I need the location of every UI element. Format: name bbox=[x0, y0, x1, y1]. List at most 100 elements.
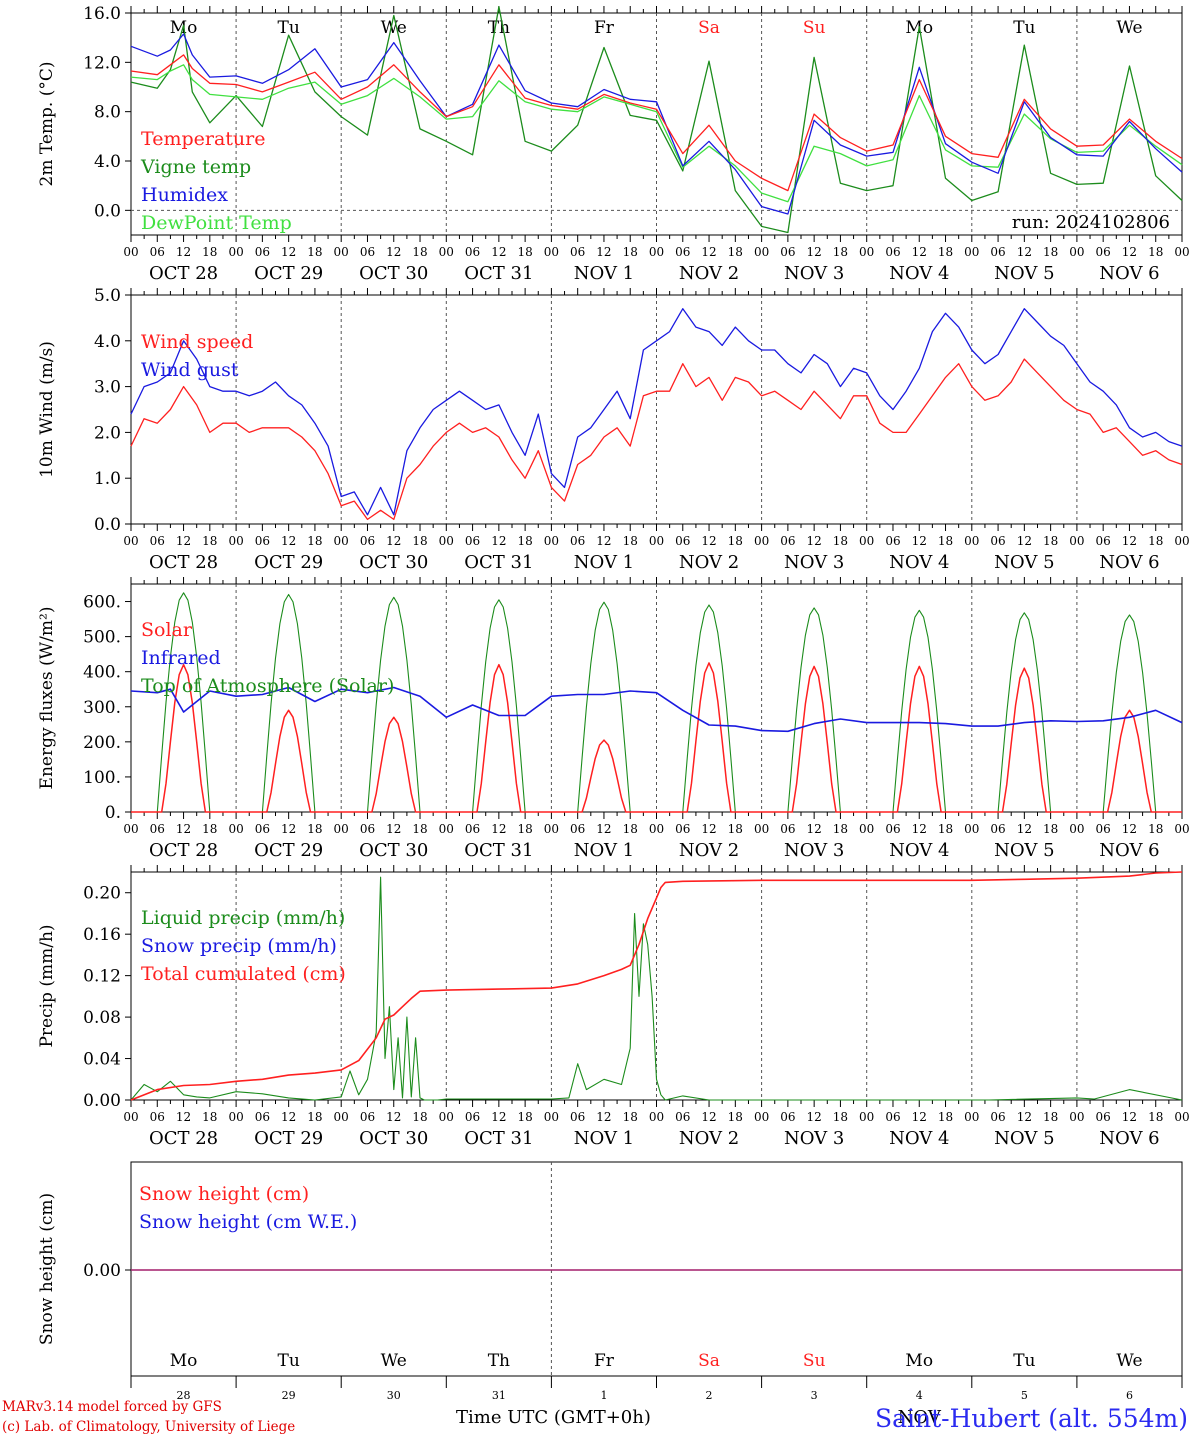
hour-label: 00 bbox=[334, 245, 349, 259]
hour-label: 06 bbox=[255, 822, 270, 836]
weekday-label-bottom: Su bbox=[803, 1351, 826, 1371]
date-label: NOV 3 bbox=[784, 263, 844, 284]
hour-label: 00 bbox=[964, 534, 979, 548]
date-label: NOV 2 bbox=[679, 263, 739, 284]
hour-label: 18 bbox=[307, 534, 322, 548]
hour-label: 18 bbox=[623, 534, 638, 548]
hour-label: 00 bbox=[649, 245, 664, 259]
hour-label: 00 bbox=[439, 1110, 454, 1124]
date-label: NOV 4 bbox=[889, 1128, 949, 1149]
hour-label: 06 bbox=[675, 245, 690, 259]
bottom-day-number: 30 bbox=[387, 1389, 401, 1402]
hour-label: 06 bbox=[885, 1110, 900, 1124]
hour-label: 18 bbox=[833, 1110, 848, 1124]
weekday-label: We bbox=[1116, 18, 1142, 38]
y-axis-4: 0.20 0.16 0.12 0.08 0.04 0.00 Precip (mm/h) bbox=[37, 884, 131, 1111]
hour-label: 18 bbox=[412, 1110, 427, 1124]
hour-label: 00 bbox=[1174, 245, 1189, 259]
weekday-label: Fr bbox=[594, 18, 615, 38]
hour-label: 06 bbox=[570, 245, 585, 259]
y-tick-label: 200. bbox=[83, 733, 121, 753]
y-tick-label: 0.16 bbox=[83, 925, 121, 945]
hour-label: 18 bbox=[623, 245, 638, 259]
series-line-wind-gust bbox=[130, 308, 1183, 516]
hour-label: 00 bbox=[859, 1110, 874, 1124]
date-label: NOV 6 bbox=[1099, 840, 1159, 861]
series-line-vigne-temp bbox=[130, 6, 1183, 234]
date-label: NOV 5 bbox=[994, 263, 1054, 284]
series-line-toa-solar bbox=[131, 592, 1182, 813]
legend-entry: Snow height (cm) bbox=[139, 1183, 309, 1205]
hour-label: 00 bbox=[228, 1110, 243, 1124]
y-tick-label: 0.00 bbox=[83, 1261, 121, 1281]
date-label: OCT 29 bbox=[254, 263, 323, 284]
hour-label: 00 bbox=[228, 245, 243, 259]
bottom-day-number: 1 bbox=[600, 1389, 607, 1402]
date-label: OCT 28 bbox=[149, 552, 218, 573]
hour-label: 06 bbox=[990, 822, 1005, 836]
hour-label: 12 bbox=[176, 1110, 191, 1124]
hour-label: 18 bbox=[728, 245, 743, 259]
hour-label: 18 bbox=[938, 245, 953, 259]
hour-label: 06 bbox=[780, 245, 795, 259]
y-axis-1: 16.0 12.0 8.0 4.0 0.0 2m Temp. (°C) bbox=[37, 4, 131, 221]
hour-label: 00 bbox=[544, 1110, 559, 1124]
hour-label: 06 bbox=[885, 534, 900, 548]
hour-label: 12 bbox=[912, 822, 927, 836]
hour-label: 00 bbox=[649, 1110, 664, 1124]
hour-label: 18 bbox=[307, 1110, 322, 1124]
hour-label: 12 bbox=[807, 534, 822, 548]
hour-label: 00 bbox=[123, 822, 138, 836]
hour-label: 06 bbox=[360, 534, 375, 548]
station-name: Saint-Hubert (alt. 554m) bbox=[874, 1404, 1188, 1433]
hour-label: 12 bbox=[386, 822, 401, 836]
date-label: NOV 3 bbox=[784, 840, 844, 861]
date-label: OCT 28 bbox=[149, 263, 218, 284]
panel-3: 00 06 12 18 00 06 12 18 00 06 12 18 00 06 12 18 00 06 12 18… bbox=[123, 577, 1190, 861]
weekday-label-bottom: Fr bbox=[594, 1351, 615, 1371]
panel-4: 00 06 12 18 00 06 12 18 00 06 12 18 00 06 12 18 00 06 12 18… bbox=[123, 865, 1190, 1149]
series-line-wind-speed bbox=[130, 358, 1183, 521]
hour-label: 00 bbox=[859, 534, 874, 548]
date-label: NOV 5 bbox=[994, 552, 1054, 573]
bottom-day-number: 28 bbox=[177, 1389, 191, 1402]
run-annotation: run: 2024102806 bbox=[1012, 212, 1170, 233]
date-label: OCT 30 bbox=[359, 552, 428, 573]
hour-label: 00 bbox=[439, 245, 454, 259]
hour-label: 06 bbox=[675, 1110, 690, 1124]
y-tick-label: 2.0 bbox=[94, 423, 121, 443]
weekday-label-bottom: Tu bbox=[1013, 1351, 1035, 1371]
hour-label: 18 bbox=[307, 245, 322, 259]
hour-label: 06 bbox=[990, 245, 1005, 259]
hour-label: 12 bbox=[912, 534, 927, 548]
hour-label: 12 bbox=[386, 1110, 401, 1124]
bottom-day-number: 3 bbox=[811, 1389, 818, 1402]
series-line-infrared bbox=[130, 686, 1183, 733]
hour-label: 12 bbox=[912, 1110, 927, 1124]
hour-label: 18 bbox=[202, 1110, 217, 1124]
weekday-label-bottom: We bbox=[381, 1351, 407, 1371]
bottom-day-number: 4 bbox=[916, 1389, 923, 1402]
y-axis-label: Snow height (cm) bbox=[37, 1193, 57, 1345]
y-axis-label: 2m Temp. (°C) bbox=[37, 61, 57, 186]
hour-label: 06 bbox=[465, 1110, 480, 1124]
hour-label: 12 bbox=[701, 1110, 716, 1124]
legend-entry: Liquid precip (mm/h) bbox=[141, 907, 345, 929]
weekday-label: Su bbox=[803, 18, 826, 38]
hour-label: 18 bbox=[1148, 1110, 1163, 1124]
y-tick-label: 400. bbox=[83, 663, 121, 683]
hour-label: 12 bbox=[386, 534, 401, 548]
bottom-day-number: 6 bbox=[1126, 1389, 1133, 1402]
hour-label: 18 bbox=[412, 534, 427, 548]
hour-label: 18 bbox=[517, 534, 532, 548]
date-label: OCT 31 bbox=[464, 552, 533, 573]
hour-label: 00 bbox=[439, 534, 454, 548]
hour-label: 12 bbox=[1122, 822, 1137, 836]
hour-label: 06 bbox=[1096, 822, 1111, 836]
hour-label: 06 bbox=[1096, 534, 1111, 548]
hour-label: 00 bbox=[544, 245, 559, 259]
weekday-label-bottom: We bbox=[1116, 1351, 1142, 1371]
hour-label: 18 bbox=[938, 822, 953, 836]
legend-entry: Total cumulated (cm) bbox=[141, 963, 346, 985]
